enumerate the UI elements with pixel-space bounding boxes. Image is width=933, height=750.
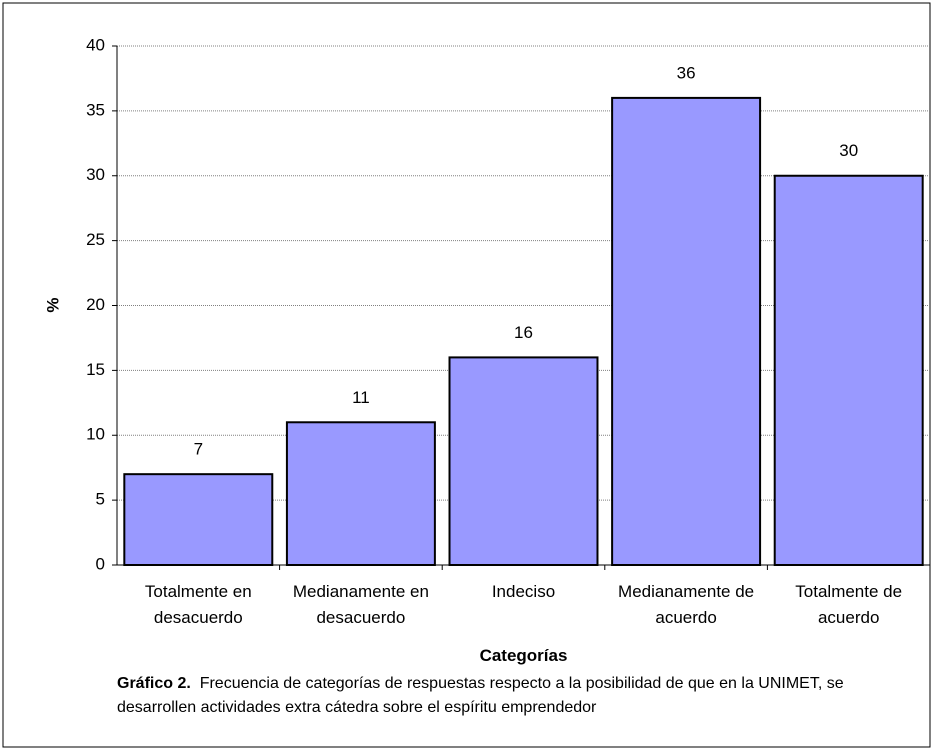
x-tick-label: Medianamente de acuerdo: [618, 582, 755, 627]
x-tick-label: Totalmente en desacuerdo: [144, 582, 252, 627]
y-tick-label: 0: [96, 554, 105, 573]
value-label: 11: [352, 388, 370, 407]
y-tick-label: 20: [86, 295, 105, 314]
x-tick-label: Totalmente de acuerdo: [795, 582, 903, 627]
x-tick-label: Indeciso: [491, 582, 556, 601]
bar: [773, 174, 924, 566]
bar: [448, 356, 599, 566]
y-tick-label: 40: [86, 35, 105, 54]
value-label: 36: [677, 63, 696, 82]
bar: [285, 421, 436, 566]
bar: [611, 96, 762, 567]
value-label: 16: [514, 323, 533, 342]
y-tick-label: 30: [86, 165, 105, 184]
caption-text: Frecuencia de categorías de respuestas r…: [117, 675, 844, 716]
y-tick-label: 10: [86, 425, 105, 444]
caption-label: Gráfico 2.: [117, 675, 191, 692]
y-tick-label: 25: [86, 230, 105, 249]
y-tick-label: 35: [86, 100, 105, 119]
y-tick-label: 15: [86, 360, 105, 379]
x-axis-title: Categorías: [479, 646, 568, 665]
y-axis-title: %: [43, 297, 62, 312]
y-tick-label: 5: [96, 490, 105, 509]
x-tick-label: Medianamente en desacuerdo: [292, 582, 429, 627]
caption: Gráfico 2. Frecuencia de categorías de r…: [117, 672, 877, 719]
bar: [123, 473, 274, 566]
value-label: 30: [839, 141, 858, 160]
value-label: 7: [194, 440, 203, 459]
